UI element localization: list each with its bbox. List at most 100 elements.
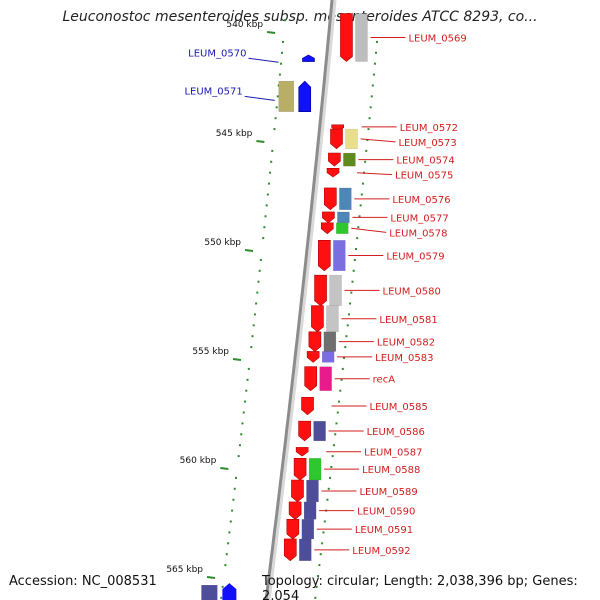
gene-label-leum-0575[interactable]: LEUM_0575 xyxy=(395,171,453,182)
gene-arrow-partial[interactable] xyxy=(222,583,237,600)
gene-arrow-leum-0583[interactable] xyxy=(306,351,320,363)
gene-label-leum-0583[interactable]: LEUM_0583 xyxy=(375,353,433,364)
gene-label-leum-0571[interactable]: LEUM_0571 xyxy=(184,86,242,97)
gene-arrow-leum-0581[interactable] xyxy=(311,305,324,333)
gene-arrow-leum-0589[interactable] xyxy=(291,479,304,503)
minor-tick xyxy=(220,596,223,599)
minor-tick xyxy=(235,476,238,479)
gene-label-leum-0581[interactable]: LEUM_0581 xyxy=(379,315,437,326)
cog-box-leum-0577 xyxy=(337,211,350,224)
gene-arrow-leum-0578[interactable] xyxy=(320,222,334,235)
gene-arrow-leum-0569[interactable] xyxy=(340,13,353,62)
gene-arrow-leum-0570[interactable] xyxy=(302,54,315,62)
gene-label-leum-0589[interactable]: LEUM_0589 xyxy=(359,487,417,498)
gene-label-leum-0587[interactable]: LEUM_0587 xyxy=(364,448,422,459)
gene-arrow-leum-0571[interactable] xyxy=(298,80,312,112)
cog-box-leum-0569 xyxy=(355,13,368,62)
minor-tick xyxy=(240,433,243,436)
minor-tick xyxy=(244,400,247,403)
minor-tick xyxy=(246,378,249,381)
minor-tick xyxy=(351,280,354,283)
gene-arrow-leum-0587[interactable] xyxy=(295,447,309,457)
gene-arrow-leum-0588[interactable] xyxy=(293,457,307,481)
gene-arrow-leum-0582[interactable] xyxy=(308,331,322,352)
cog-box-leum-0578 xyxy=(335,222,349,234)
gene-label-leum-0591[interactable]: LEUM_0591 xyxy=(355,525,413,536)
minor-tick xyxy=(319,553,322,556)
minor-tick xyxy=(364,160,367,163)
minor-tick xyxy=(229,520,232,523)
minor-tick xyxy=(251,335,254,338)
gene-label-leum-0580[interactable]: LEUM_0580 xyxy=(383,286,441,297)
gene-label-leum-0592[interactable]: LEUM_0592 xyxy=(352,546,410,557)
cog-box-leum-0586 xyxy=(313,420,326,442)
gene-label-leum-0585[interactable]: LEUM_0585 xyxy=(370,402,428,413)
cog-box-leum-0576 xyxy=(339,187,352,211)
minor-tick xyxy=(270,160,273,163)
minor-tick xyxy=(361,182,364,185)
minor-tick xyxy=(353,258,356,261)
gene-arrow-leum-0585[interactable] xyxy=(301,396,314,416)
gene-label-leum-0570[interactable]: LEUM_0570 xyxy=(188,48,246,59)
minor-tick xyxy=(238,444,241,447)
cog-box-leum-0574 xyxy=(343,152,356,167)
minor-tick xyxy=(267,182,270,185)
gene-arrow-leum-0592[interactable] xyxy=(283,538,297,562)
minor-tick xyxy=(368,117,371,120)
minor-tick xyxy=(242,411,245,414)
gene-arrow-leum-0576[interactable] xyxy=(324,187,337,211)
minor-tick xyxy=(357,226,360,229)
gene-arrow-leum-0579[interactable] xyxy=(318,239,331,272)
gene-label-leum-0572[interactable]: LEUM_0572 xyxy=(400,123,458,134)
gene-arrow-leum-0591[interactable] xyxy=(286,519,300,540)
gene-arrow-reca[interactable] xyxy=(304,366,317,392)
minor-tick xyxy=(360,193,363,196)
gene-label-leum-0582[interactable]: LEUM_0582 xyxy=(377,338,435,349)
gene-arrow-leum-0575[interactable] xyxy=(326,168,340,178)
gene-label-leum-0573[interactable]: LEUM_0573 xyxy=(398,138,456,149)
minor-tick xyxy=(221,585,224,588)
gene-label-leum-0576[interactable]: LEUM_0576 xyxy=(392,195,450,206)
minor-tick xyxy=(317,575,320,577)
gene-arrow-leum-0577[interactable] xyxy=(322,211,335,224)
minor-tick xyxy=(335,422,338,425)
minor-tick xyxy=(341,367,344,370)
gene-label-leum-0586[interactable]: LEUM_0586 xyxy=(367,427,425,438)
minor-tick xyxy=(224,564,227,567)
gene-label-leum-0577[interactable]: LEUM_0577 xyxy=(390,213,448,224)
gene-label-reca[interactable]: recA xyxy=(373,375,396,386)
minor-tick xyxy=(274,117,277,120)
minor-tick xyxy=(273,128,276,131)
gene-label-leum-0578[interactable]: LEUM_0578 xyxy=(389,228,447,239)
minor-tick xyxy=(358,215,361,218)
minor-tick xyxy=(350,291,353,294)
gene-arrow-leum-0580[interactable] xyxy=(314,274,327,307)
minor-tick xyxy=(284,19,287,22)
minor-tick xyxy=(269,171,272,174)
minor-tick xyxy=(369,106,372,109)
gene-arrow-leum-0573[interactable] xyxy=(330,128,343,150)
label-leader xyxy=(351,227,387,233)
minor-tick xyxy=(263,226,266,229)
minor-tick xyxy=(321,542,324,545)
gene-arrow-leum-0574[interactable] xyxy=(328,152,341,167)
label-leader xyxy=(244,95,275,101)
gene-label-leum-0590[interactable]: LEUM_0590 xyxy=(357,507,415,518)
minor-tick xyxy=(372,73,375,76)
gene-arrow-leum-0586[interactable] xyxy=(298,420,311,442)
minor-tick xyxy=(346,324,349,327)
gene-label-leum-0588[interactable]: LEUM_0588 xyxy=(362,465,420,476)
gene-label-leum-0579[interactable]: LEUM_0579 xyxy=(386,252,444,263)
minor-tick xyxy=(336,411,339,414)
minor-tick xyxy=(271,149,274,152)
minor-tick xyxy=(338,400,341,403)
minor-tick xyxy=(279,62,282,65)
minor-tick xyxy=(344,346,347,349)
gene-label-leum-0574[interactable]: LEUM_0574 xyxy=(396,156,454,167)
minor-tick xyxy=(356,237,359,240)
gene-label-leum-0569[interactable]: LEUM_0569 xyxy=(408,34,466,45)
gene-arrow-leum-0590[interactable] xyxy=(288,501,302,520)
minor-tick xyxy=(347,313,350,316)
backbone xyxy=(264,0,334,600)
